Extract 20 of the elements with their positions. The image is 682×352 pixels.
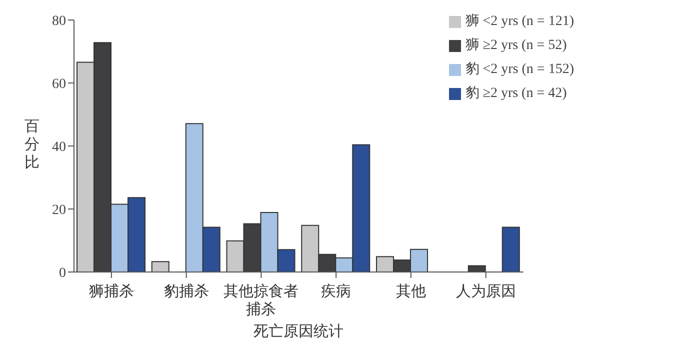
- y-tick-label: 20: [52, 202, 66, 218]
- bar: [468, 265, 486, 272]
- legend-label: 豹 ≥2 yrs (n = 42): [465, 86, 567, 101]
- legend-label: 狮 ≥2 yrs (n = 52): [465, 38, 567, 53]
- legend-label: 豹 <2 yrs (n = 152): [465, 62, 574, 77]
- y-tick-label: 80: [52, 14, 66, 29]
- y-tick-label: 40: [52, 140, 66, 155]
- y-tick-label: 0: [59, 266, 66, 281]
- x-tick-label: 其他: [396, 283, 426, 300]
- x-tick-label: 疾病: [321, 283, 352, 300]
- x-tick-label: 人为原因: [456, 283, 516, 300]
- bar: [151, 261, 170, 272]
- x-tick-label: 狮捕杀: [88, 283, 134, 300]
- y-axis-title: 百分比: [24, 119, 40, 172]
- x-axis-title: 死亡原因统计: [254, 323, 344, 340]
- x-tick-label: 豹捕杀: [164, 283, 209, 300]
- x-tick-label: 其他掠食者捕杀: [224, 283, 299, 318]
- y-tick-label: 60: [52, 76, 66, 92]
- bar: [502, 226, 520, 272]
- legend-label: 狮 <2 yrs (n = 121): [465, 14, 574, 29]
